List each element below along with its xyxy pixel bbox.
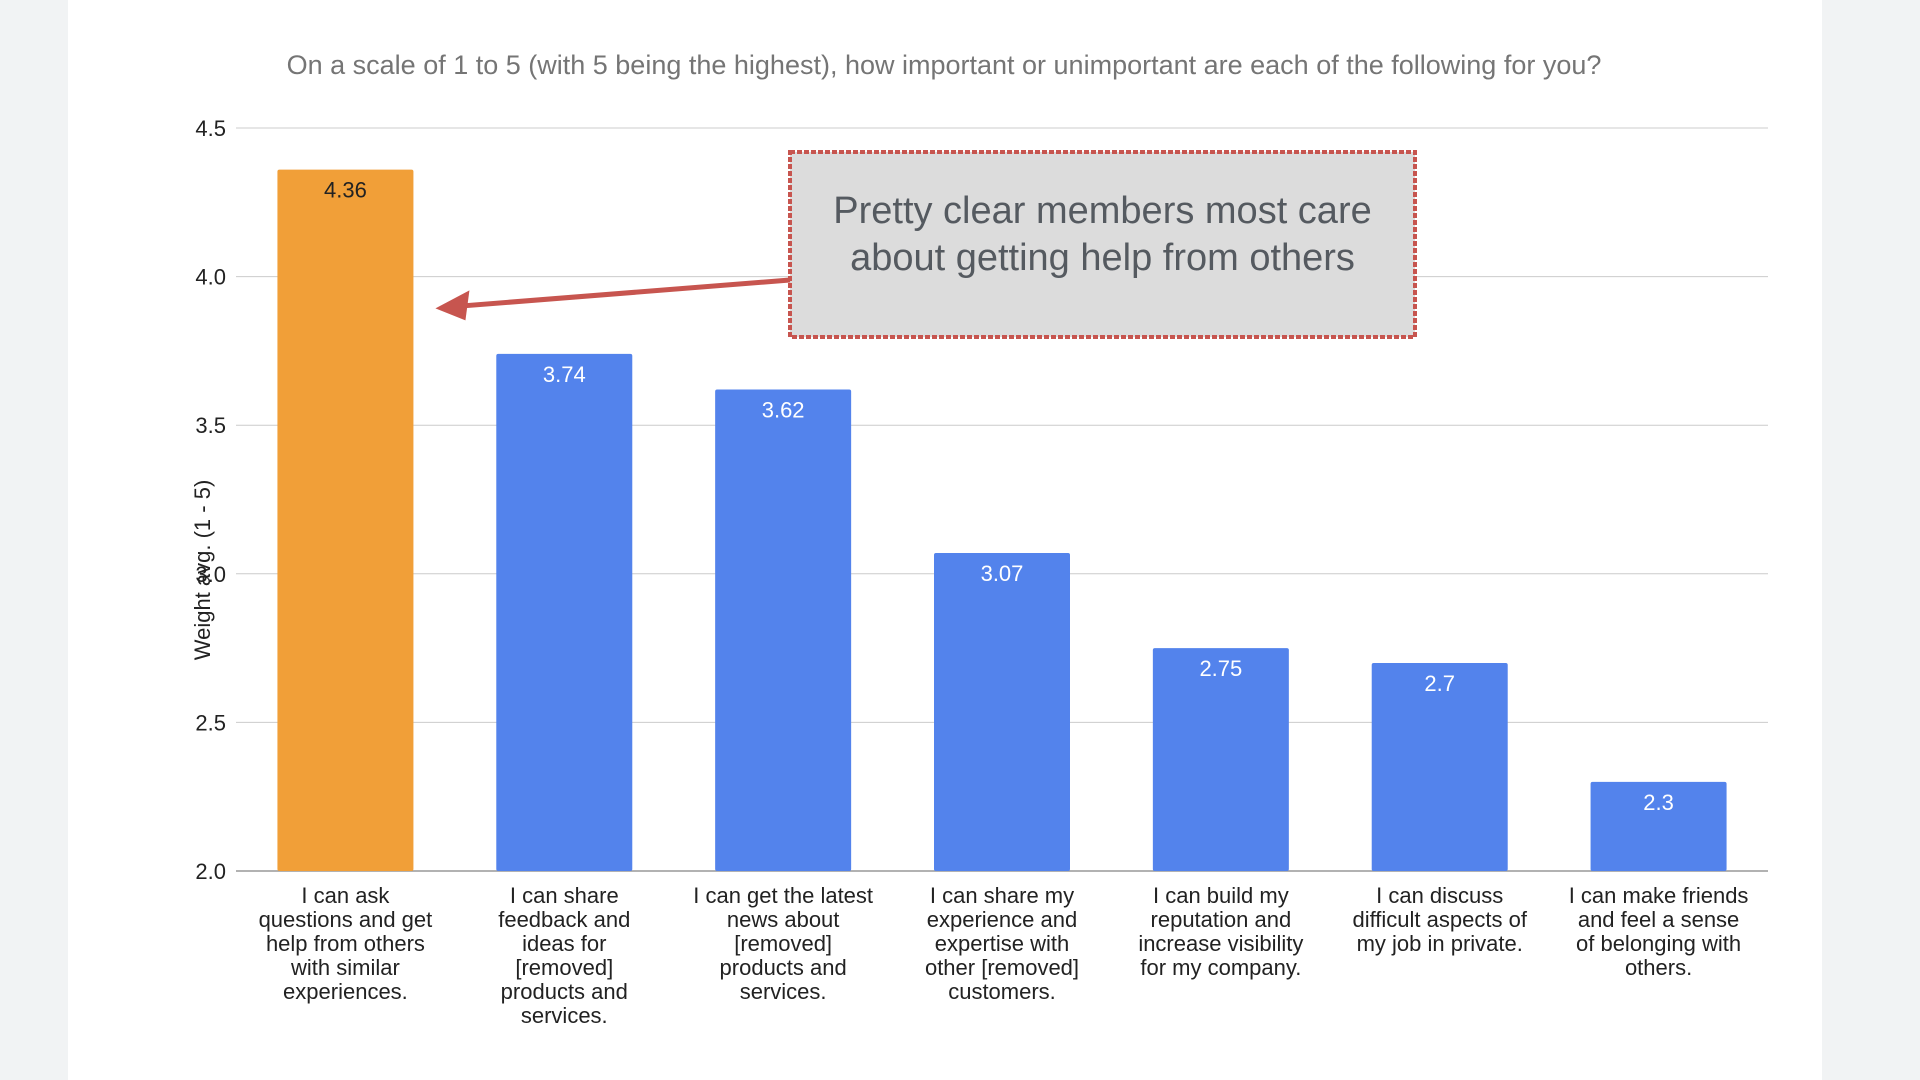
bar-data-label: 3.74 [543,362,586,387]
y-tick-label: 2.5 [195,710,226,735]
annotation-arrow-line [457,277,791,309]
x-tick-label-line: help from others [266,931,425,956]
x-tick-label-line: difficult aspects of [1352,907,1527,932]
x-tick-label-line: [removed] [734,931,832,956]
x-tick-label-line: services. [521,1003,608,1028]
bar [1152,648,1289,871]
bar-data-label: 2.75 [1199,656,1242,681]
bar-chart: On a scale of 1 to 5 (with 5 being the h… [190,50,1768,1028]
x-tick-label-line: other [removed] [925,955,1079,980]
x-tick-label-line: for my company. [1140,955,1301,980]
x-tick-label: I can ask questions and get help from othe… [259,883,433,1004]
bar [934,552,1070,871]
bar-data-label: 3.07 [981,561,1024,586]
x-tick-label-line: feedback and [498,907,630,932]
annotation-text: Pretty clear members most care about gett… [833,190,1371,279]
x-tick-label: I can share my experience and expertise wi… [925,883,1079,1004]
x-tick-label-line: of belonging with [1576,931,1741,956]
bar [715,389,852,871]
y-tick-label: 2.0 [195,859,226,884]
bar [1590,781,1727,871]
x-tick-label-line: I can share my [930,883,1074,908]
x-tick-label-line: products and [501,979,628,1004]
bar-data-label: 3.62 [762,398,805,423]
annotation-callout: Pretty clear members most care about gett… [435,150,1417,339]
bar [1371,662,1508,871]
x-tick-label-line: I can discuss [1376,883,1503,908]
x-tick-label: I can make friends and feel a sense of bel… [1569,883,1749,980]
y-tick-label: 4.0 [195,265,226,290]
y-tick-label: 3.5 [195,413,226,438]
annotation-text-line: Pretty clear members most care [833,190,1371,232]
bar [277,169,414,871]
x-tick-label-line: I can build my [1153,883,1289,908]
x-tick-label-line: experiences. [283,979,408,1004]
x-tick-label-line: news about [727,907,840,932]
bar [496,353,633,871]
bars: 4.36 3.74 3.62 3.07 2.75 2.7 2.3 [277,169,1727,871]
x-tick-label-line: I can make friends [1569,883,1749,908]
x-tick-label-line: experience and [927,907,1077,932]
y-axis-label: Weight avg. (1 - 5) [190,480,215,661]
x-tick-label-line: others. [1625,955,1692,980]
x-tick-label-line: [removed] [515,955,613,980]
annotation-arrow-head [435,290,470,321]
x-tick-label-line: my job in private. [1357,931,1523,956]
bar-data-label: 2.7 [1424,671,1455,696]
x-tick-label-line: ideas for [522,931,606,956]
x-tick-label-line: increase visibility [1138,931,1303,956]
chart-card: On a scale of 1 to 5 (with 5 being the h… [68,0,1822,1080]
x-tick-label-line: I can get the latest [693,883,873,908]
x-tick-label-line: with similar [290,955,400,980]
bar-data-label: 4.36 [324,178,367,203]
y-tick-label: 3.0 [195,562,226,587]
annotation-text-line: about getting help from others [850,237,1355,279]
chart-title: On a scale of 1 to 5 (with 5 being the h… [287,50,1602,80]
x-tick-label-line: questions and get [259,907,433,932]
x-tick-label-line: products and [720,955,847,980]
annotation-box [788,150,1417,339]
x-tick-label-line: reputation and [1151,907,1292,932]
x-tick-label: I can get the latest news about [removed] p… [693,883,873,1004]
x-axis-labels: I can ask questions and get help from othe… [259,883,1749,1028]
x-tick-label: I can build my reputation and increase vis… [1138,883,1303,980]
x-tick-label: I can share feedback and ideas for [removed… [498,883,630,1028]
bar-data-label: 2.3 [1643,790,1674,815]
y-tick-label: 4.5 [195,116,226,141]
x-tick-label-line: expertise with [935,931,1070,956]
x-tick-label-line: services. [740,979,827,1004]
x-tick-label-line: and feel a sense [1578,907,1739,932]
x-tick-label-line: customers. [948,979,1056,1004]
x-tick-label-line: I can ask [301,883,390,908]
x-tick-label-line: I can share [510,883,619,908]
y-axis-ticks: 2.0 2.5 3.0 3.5 4.0 4.5 [195,116,226,884]
x-tick-label: I can discuss difficult aspects of my job … [1352,883,1527,956]
